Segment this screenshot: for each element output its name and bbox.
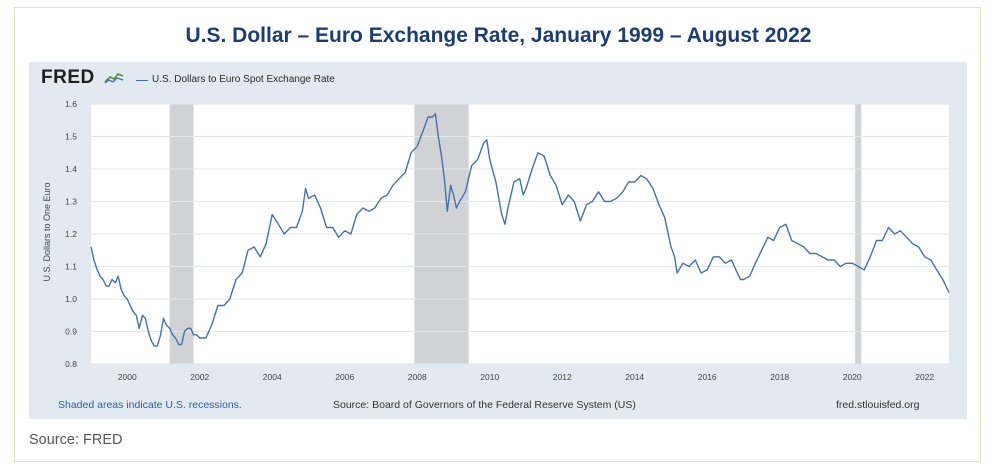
x-tick-label: 2004: [263, 372, 282, 382]
y-tick-label: 0.9: [65, 327, 77, 337]
x-tick-label: 2022: [915, 372, 934, 382]
x-tick-label: 2018: [770, 372, 789, 382]
legend-series-label: U.S. Dollars to Euro Spot Exchange Rate: [152, 74, 335, 85]
x-tick-label: 2002: [190, 372, 209, 382]
figure-source: Source: FRED: [29, 432, 123, 448]
x-tick-label: 2000: [118, 372, 137, 382]
x-tick-label: 2012: [553, 372, 572, 382]
y-tick-label: 0.8: [65, 359, 77, 369]
y-tick-label: 1.5: [65, 132, 77, 142]
fred-url: fred.stlouisfed.org: [836, 399, 920, 411]
figure-title: U.S. Dollar – Euro Exchange Rate, Januar…: [185, 24, 812, 47]
y-tick-label: 1.1: [65, 262, 77, 272]
series-line: [90, 113, 950, 347]
y-tick-label: 1.3: [65, 197, 77, 207]
x-tick-label: 2020: [843, 372, 862, 382]
x-tick-label: 2014: [625, 372, 644, 382]
x-tick-label: 2010: [480, 372, 499, 382]
fred-source-note: Source: Board of Governors of the Federa…: [333, 399, 636, 411]
y-tick-label: 1.6: [65, 99, 77, 109]
x-tick-label: 2016: [698, 372, 717, 382]
x-tick-label: 2008: [408, 372, 427, 382]
y-tick-label: 1.4: [65, 164, 77, 174]
y-tick-label: 1.2: [65, 229, 77, 239]
y-tick-label: 1.0: [65, 294, 77, 304]
recession-note: Shaded areas indicate U.S. recessions.: [58, 399, 242, 411]
fred-logo: FRED: [41, 67, 95, 88]
x-tick-label: 2006: [335, 372, 354, 382]
fred-logo-chart-icon: [104, 73, 124, 84]
legend-line-swatch: [136, 80, 148, 81]
